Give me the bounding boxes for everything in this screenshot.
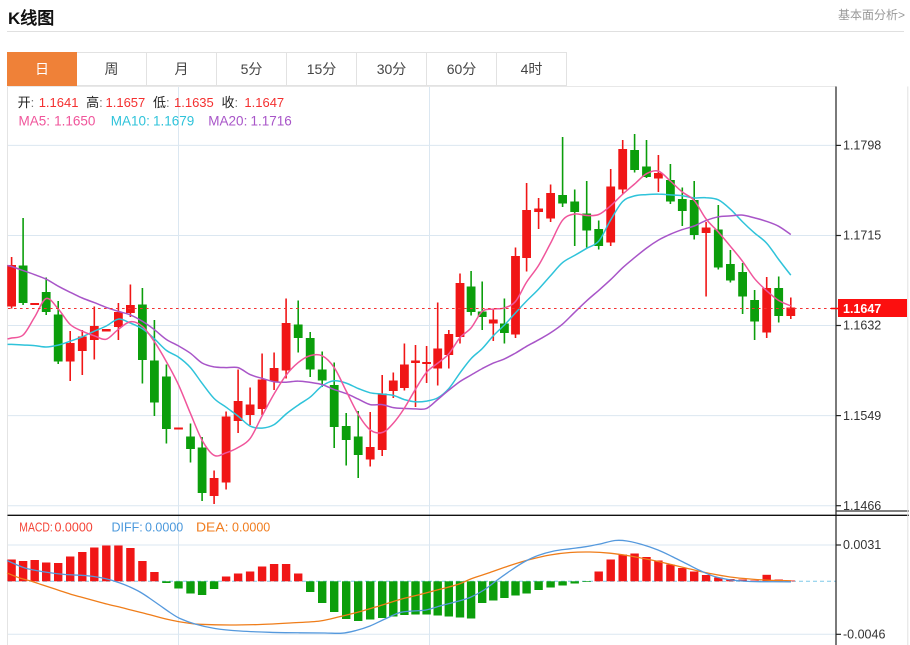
svg-text:-0.0046: -0.0046 — [843, 628, 885, 642]
svg-text:1.1798: 1.1798 — [843, 139, 881, 153]
svg-text:低:: 低: — [153, 95, 170, 110]
svg-text:0.0000: 0.0000 — [55, 521, 93, 535]
svg-text:1.1635: 1.1635 — [174, 95, 214, 110]
svg-text:1.1715: 1.1715 — [843, 229, 881, 243]
svg-text:1.1641: 1.1641 — [39, 95, 79, 110]
svg-text:1.1716: 1.1716 — [251, 114, 292, 129]
svg-text:1.1632: 1.1632 — [843, 319, 881, 333]
svg-text:MA20:: MA20: — [208, 114, 247, 129]
svg-text:1.1657: 1.1657 — [106, 95, 146, 110]
svg-text:开:: 开: — [18, 95, 35, 110]
svg-text:0.0000: 0.0000 — [145, 521, 183, 535]
svg-text:MA5:: MA5: — [19, 114, 51, 129]
svg-text:1.1679: 1.1679 — [153, 114, 194, 129]
svg-text:1.1466: 1.1466 — [843, 499, 881, 513]
svg-text:1.1647: 1.1647 — [244, 95, 284, 110]
svg-text:1.1650: 1.1650 — [54, 114, 95, 129]
svg-text:0.0031: 0.0031 — [843, 538, 881, 552]
svg-text:MA10:: MA10: — [111, 114, 150, 129]
svg-text:1.1647: 1.1647 — [843, 302, 881, 316]
svg-text:DEA:: DEA: — [196, 521, 229, 535]
svg-text:0.0000: 0.0000 — [232, 521, 270, 535]
svg-text:MACD:: MACD: — [19, 521, 53, 535]
svg-text:1.1549: 1.1549 — [843, 409, 881, 423]
svg-text:DIFF:: DIFF: — [112, 521, 143, 535]
svg-text:收:: 收: — [222, 95, 239, 110]
svg-text:高:: 高: — [86, 95, 103, 110]
